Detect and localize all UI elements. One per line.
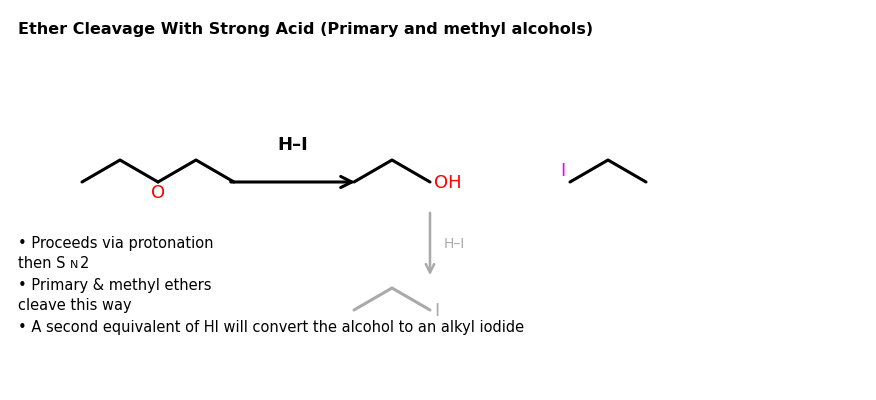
Text: I: I — [434, 302, 439, 320]
Text: Ether Cleavage With Strong Acid (Primary and methyl alcohols): Ether Cleavage With Strong Acid (Primary… — [18, 22, 593, 37]
Text: then S: then S — [18, 256, 66, 271]
Text: I: I — [561, 162, 566, 180]
Text: • Primary & methyl ethers: • Primary & methyl ethers — [18, 278, 211, 293]
Text: O: O — [151, 184, 165, 202]
Text: • Proceeds via protonation: • Proceeds via protonation — [18, 236, 214, 251]
Text: N: N — [70, 260, 78, 270]
Text: H–I: H–I — [278, 136, 308, 154]
Text: OH: OH — [434, 174, 462, 192]
Text: H–I: H–I — [444, 237, 465, 251]
Text: cleave this way: cleave this way — [18, 298, 131, 313]
Text: • A second equivalent of HI will convert the alcohol to an alkyl iodide: • A second equivalent of HI will convert… — [18, 320, 524, 335]
Text: 2: 2 — [80, 256, 89, 271]
